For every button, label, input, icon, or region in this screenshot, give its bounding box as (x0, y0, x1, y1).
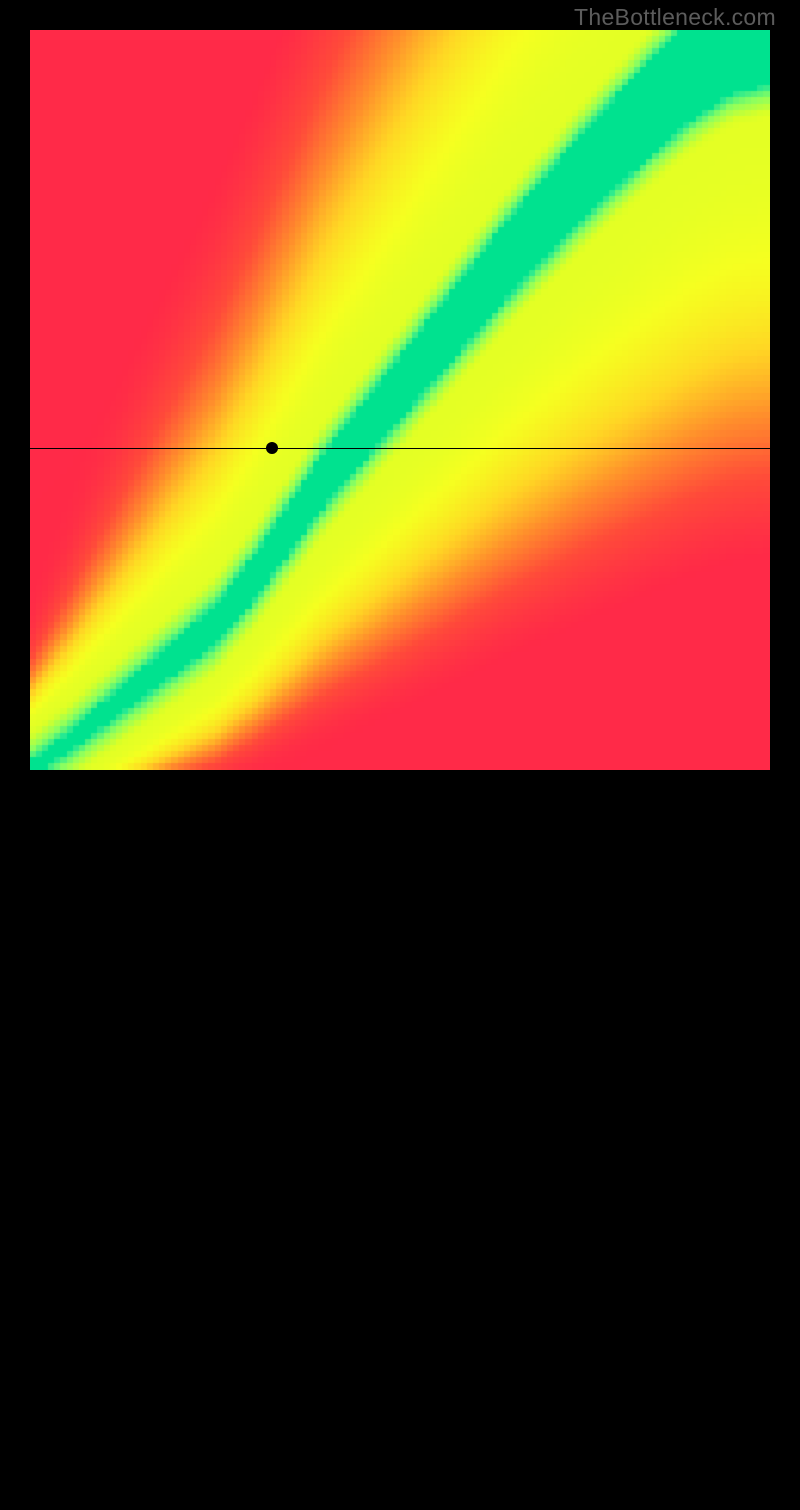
heatmap-canvas (30, 30, 770, 770)
crosshair-vertical (272, 770, 273, 1510)
crosshair-horizontal (30, 448, 770, 449)
data-point-marker (266, 442, 278, 454)
watermark-text: TheBottleneck.com (574, 4, 776, 31)
plot-area (30, 30, 770, 770)
